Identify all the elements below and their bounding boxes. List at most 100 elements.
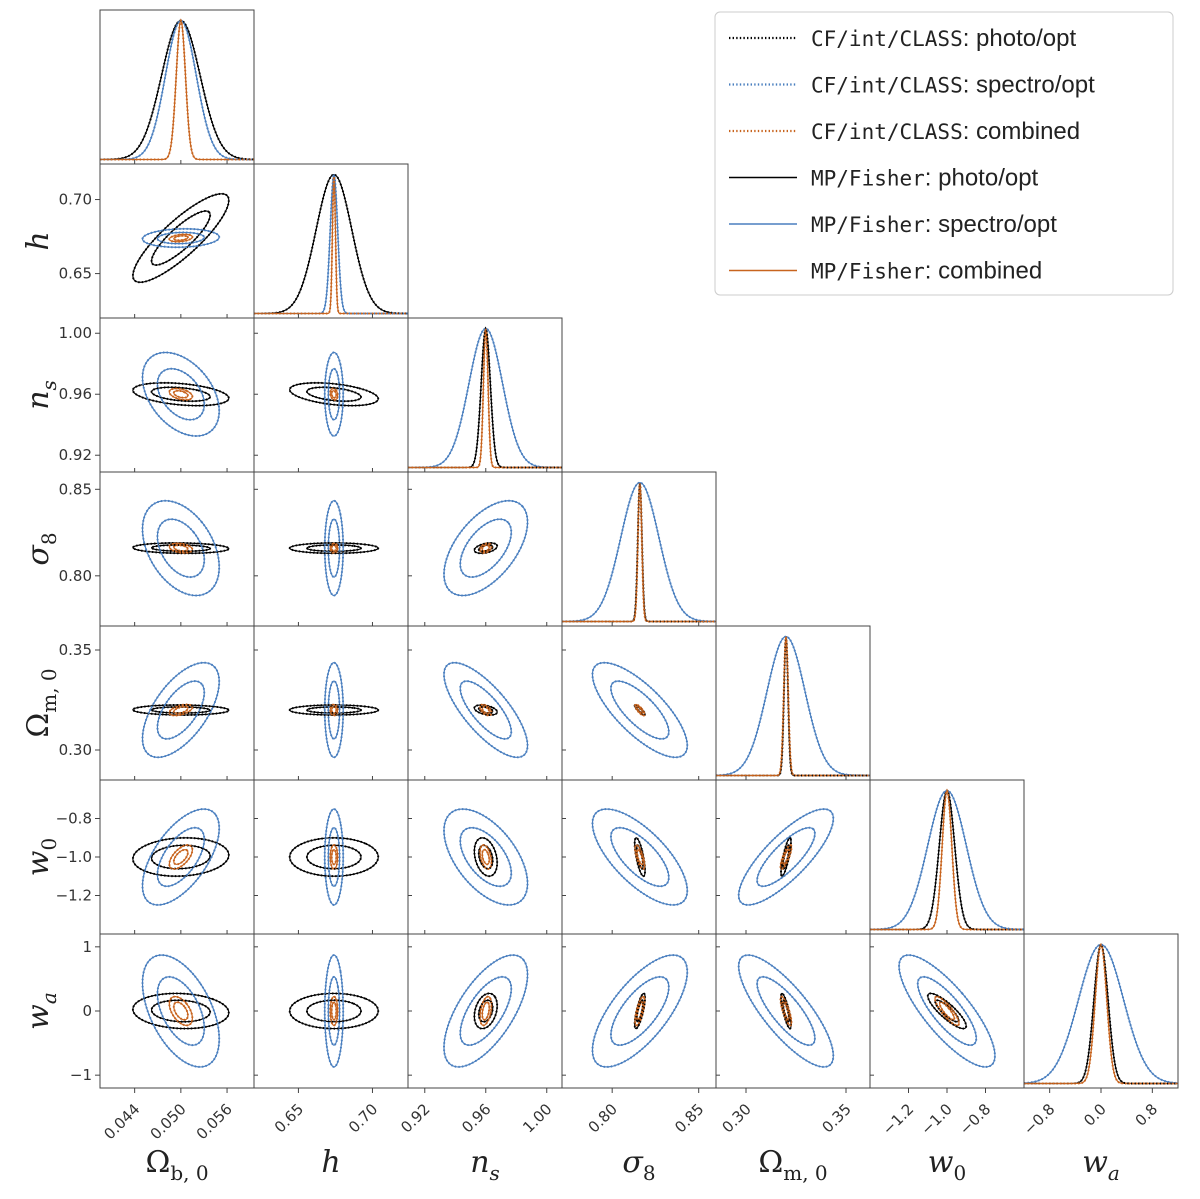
contour-h-n_s-spectro-solid-2 xyxy=(324,351,344,437)
contour-sigma_8-Omega_m0-combined-dotted-1 xyxy=(635,705,644,715)
marginal-sigma_8-spectro-dotted xyxy=(562,481,716,623)
contour-h-n_s-spectro-dotted-1 xyxy=(327,367,341,421)
panel-content xyxy=(737,954,835,1068)
contour-h-w_a-spectro-dotted-1 xyxy=(327,975,341,1047)
contour-Omega_b0-n_s-combined-dotted-1 xyxy=(172,389,189,399)
marginal-Omega_b0-photo-dotted xyxy=(100,19,254,161)
contour-Omega_m0-w_a-spectro-solid-1 xyxy=(756,976,816,1046)
marginal-w_a-photo-dotted xyxy=(1024,943,1178,1085)
contour-Omega_b0-w_0-combined-dotted-1 xyxy=(172,848,189,866)
panel-content xyxy=(131,954,230,1068)
marginal-Omega_b0-combined-solid xyxy=(100,19,254,161)
contour-h-Omega_m0-photo-dotted-2 xyxy=(288,704,380,716)
panel-content xyxy=(562,481,716,623)
panel-h-vs-h xyxy=(253,163,409,319)
contour-h-w_0-spectro-dotted-2 xyxy=(323,808,345,906)
y-axis-label-n_s-symbol: n xyxy=(21,390,56,409)
contour-sigma_8-w_a-combined-dotted-2 xyxy=(634,995,646,1027)
y-tick-label-w_a: −1 xyxy=(70,1066,92,1084)
contour-n_s-w_a-combined-dotted-1 xyxy=(481,1001,491,1021)
marginal-w_a-photo-solid xyxy=(1024,943,1178,1085)
panel-content xyxy=(737,808,835,906)
panel-content xyxy=(100,18,254,161)
x-tick-label-Omega_b0: 0.056 xyxy=(193,1100,236,1143)
contour-w_0-w_a-spectro-solid-1 xyxy=(917,976,977,1046)
panel-frame xyxy=(407,779,563,935)
contour-Omega_m0-w_0-photo-dotted-2 xyxy=(780,836,792,878)
x-tick-label-Omega_b0: 0.050 xyxy=(147,1100,190,1143)
marginal-w_a-combined-dotted xyxy=(1024,942,1178,1085)
panel-frame xyxy=(99,9,255,165)
contour-Omega_b0-h-photo-dotted-2 xyxy=(131,192,230,284)
contour-sigma_8-w_0-spectro-solid-2 xyxy=(591,808,688,906)
panel-frame xyxy=(99,779,255,935)
contour-n_s-w_0-spectro-solid-1 xyxy=(459,827,512,887)
panel-sigma_8-vs-h xyxy=(253,471,409,627)
contour-Omega_m0-w_0-spectro-dotted-2 xyxy=(737,808,835,906)
contour-sigma_8-w_0-spectro-dotted-2 xyxy=(591,808,689,906)
panel-w_a-vs-n_s: 0.92 0.96 1.00 xyxy=(397,933,563,1136)
panel-w_a-vs-w_0: −1.2 −1.0 −0.8 xyxy=(869,933,1025,1139)
marginal-w_a-combined-solid xyxy=(1024,943,1178,1085)
y-tick-label-w_a: 0 xyxy=(82,1002,92,1020)
contour-Omega_b0-n_s-spectro-dotted-1 xyxy=(156,367,206,421)
panel-w_0-vs-sigma_8 xyxy=(561,779,717,935)
marginal-Omega_m0-photo-solid xyxy=(716,636,870,777)
y-tick-label-sigma_8: 0.85 xyxy=(59,480,92,498)
contour-h-Omega_m0-spectro-dotted-1 xyxy=(327,680,341,740)
contour-Omega_b0-h-photo-solid-2 xyxy=(132,193,230,283)
panel-content xyxy=(131,499,230,597)
y-axis-label-Omega_m0-symbol: Ω xyxy=(21,713,56,738)
contour-w_0-w_a-spectro-dotted-2 xyxy=(898,954,996,1068)
legend-label-code: CF/int/CLASS xyxy=(811,74,963,98)
panel-frame xyxy=(407,933,563,1089)
contour-Omega_b0-n_s-photo-dotted-1 xyxy=(150,386,212,403)
panel-content xyxy=(716,635,870,777)
contour-n_s-w_0-combined-dotted-2 xyxy=(479,844,493,870)
contour-h-Omega_m0-photo-dotted-1 xyxy=(305,705,363,715)
contour-h-w_0-combined-dotted-2 xyxy=(329,844,339,870)
contour-h-w_a-spectro-dotted-2 xyxy=(323,954,345,1068)
contour-n_s-sigma_8-spectro-dotted-1 xyxy=(459,518,513,579)
contour-n_s-w_a-spectro-solid-1 xyxy=(459,976,512,1046)
marginal-w_0-photo-dotted xyxy=(870,789,1024,931)
panel-content xyxy=(591,954,689,1068)
panel-content xyxy=(591,808,689,906)
panel-w_a-vs-Omega_m0: 0.30 0.35 xyxy=(715,933,871,1136)
x-axis-label-h-symbol: h xyxy=(321,1145,340,1180)
contour-h-Omega_m0-spectro-dotted-2 xyxy=(323,661,345,759)
y-axis-label-w_0-symbol: w xyxy=(21,850,56,876)
panel-frame xyxy=(99,625,255,781)
panel-frame xyxy=(869,933,1025,1089)
contour-h-w_a-photo-dotted-2 xyxy=(288,992,380,1030)
y-tick-label-Omega_m0: 0.30 xyxy=(59,741,92,759)
y-tick-label-sigma_8: 0.80 xyxy=(59,567,92,585)
y-tick-label-Omega_m0: 0.35 xyxy=(59,641,92,659)
contour-Omega_m0-w_a-combined-dotted-1 xyxy=(781,1001,791,1021)
marginal-sigma_8-combined-dotted xyxy=(562,483,716,623)
panel-content xyxy=(1024,942,1178,1085)
contour-h-w_0-spectro-dotted-1 xyxy=(327,826,341,888)
contour-h-sigma_8-combined-dotted-2 xyxy=(329,542,339,554)
marginal-n_s-combined-dotted xyxy=(408,328,562,469)
y-tick-label-h: 0.65 xyxy=(59,265,92,283)
contour-Omega_b0-sigma_8-spectro-solid-2 xyxy=(141,500,220,597)
contour-Omega_b0-sigma_8-spectro-solid-1 xyxy=(156,518,205,578)
contour-Omega_b0-w_0-spectro-dotted-2 xyxy=(141,808,221,906)
contour-Omega_m0-w_0-spectro-solid-2 xyxy=(738,808,834,906)
panel-Omega_m0-vs-n_s xyxy=(407,625,563,781)
panel-frame xyxy=(715,779,871,935)
contour-n_s-w_0-spectro-dotted-1 xyxy=(459,826,513,888)
legend-frame xyxy=(714,11,1174,296)
panel-Omega_m0-vs-Omega_b0: 0.30 0.35 xyxy=(59,625,255,781)
contour-sigma_8-w_0-spectro-solid-1 xyxy=(610,827,670,887)
contour-n_s-w_a-photo-dotted-2 xyxy=(473,992,499,1030)
panel-content xyxy=(254,173,408,315)
marginal-w_0-combined-solid xyxy=(870,789,1024,931)
legend-label-text: : combined xyxy=(963,118,1080,145)
contour-Omega_b0-Omega_m0-spectro-dotted-1 xyxy=(156,680,206,740)
y-axis-label-h: h xyxy=(21,231,56,250)
x-axis-label-Omega_m0-subscript: m, 0 xyxy=(783,1161,827,1185)
contour-h-w_0-photo-dotted-1 xyxy=(305,844,362,870)
panel-content xyxy=(442,661,529,759)
